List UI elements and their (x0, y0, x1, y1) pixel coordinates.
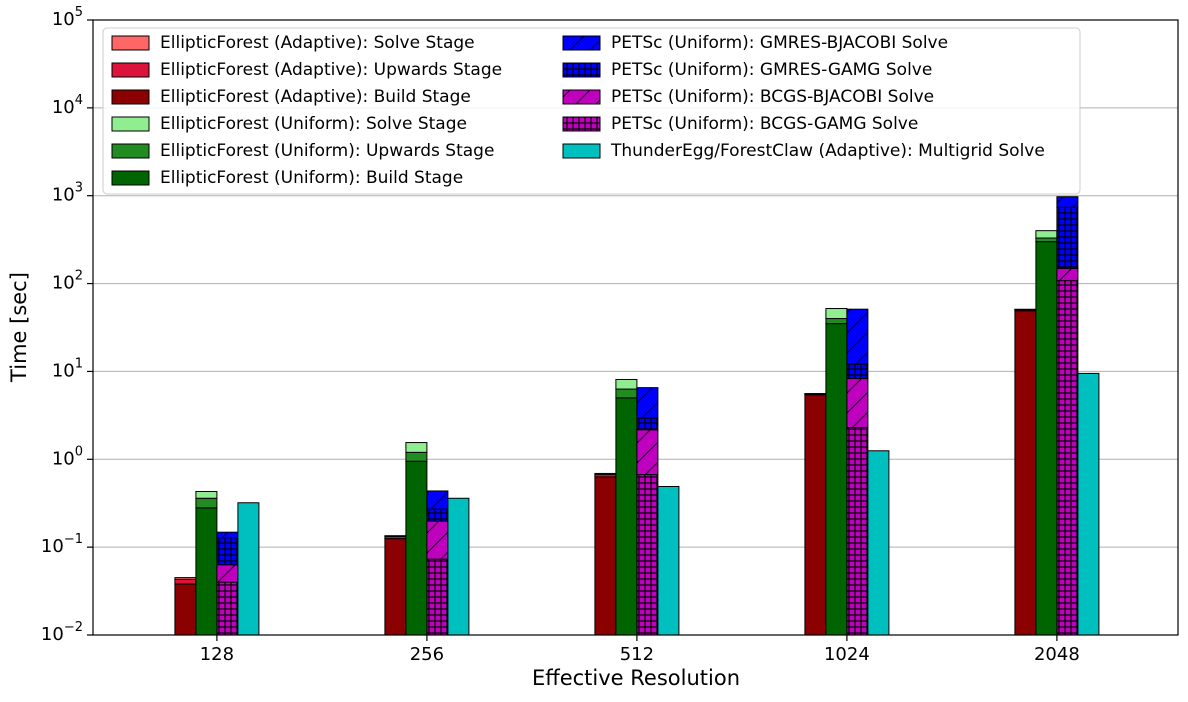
bar (1056, 267, 1079, 282)
legend-label: EllipticForest (Uniform): Build Stage (160, 168, 463, 188)
bar (174, 577, 197, 580)
legend-label: EllipticForest (Uniform): Solve Stage (160, 114, 467, 134)
bar (426, 490, 449, 510)
bar (636, 429, 659, 476)
bar (804, 394, 827, 636)
legend-swatch (111, 170, 150, 186)
bar (636, 417, 659, 431)
legend-swatch (562, 89, 601, 105)
legend-swatch (111, 143, 150, 159)
bar (594, 472, 617, 476)
bar (846, 308, 869, 365)
legend-label: EllipticForest (Uniform): Upwards Stage (160, 141, 494, 161)
bar (216, 581, 239, 636)
x-tick-label: 128 (200, 644, 234, 665)
legend-label: PETSc (Uniform): BCGS-GAMG Solve (611, 114, 918, 134)
bar (657, 486, 680, 636)
bar (405, 460, 428, 636)
legend-swatch (562, 62, 601, 78)
bar (405, 442, 428, 453)
legend-label: PETSc (Uniform): BCGS-BJACOBI Solve (611, 87, 934, 107)
y-tick-label: 105 (52, 5, 83, 31)
legend-frame (102, 27, 1081, 195)
bar (825, 323, 848, 636)
bar (1056, 196, 1079, 208)
y-tick-label: 104 (52, 92, 83, 118)
bar (1056, 206, 1079, 269)
legend-swatch (562, 35, 601, 51)
bar (426, 558, 449, 636)
legend-label: EllipticForest (Adaptive): Solve Stage (160, 33, 475, 53)
bar (174, 583, 197, 636)
bar (216, 531, 239, 539)
bar (1035, 230, 1058, 239)
x-axis-label: Effective Resolution (532, 666, 740, 690)
bar (195, 490, 218, 499)
plot-frame (92, 19, 1179, 636)
bar (405, 451, 428, 462)
legend-swatch (111, 35, 150, 51)
bar (636, 387, 659, 419)
legend-swatch (111, 116, 150, 132)
bar (867, 450, 890, 636)
legend-label: EllipticForest (Adaptive): Build Stage (160, 87, 471, 107)
bar (846, 378, 869, 429)
bar (846, 427, 869, 636)
bar (615, 397, 638, 636)
legend-swatch (111, 89, 150, 105)
legend-label: ThunderEgg/ForestClaw (Adaptive): Multig… (610, 141, 1045, 161)
bar (216, 564, 239, 583)
bar (195, 507, 218, 636)
legend-label: PETSc (Uniform): GMRES-GAMG Solve (611, 60, 932, 80)
y-tick-label: 10−2 (41, 620, 83, 646)
x-tick-label: 2048 (1034, 644, 1080, 665)
x-tick-label: 256 (410, 644, 444, 665)
y-tick-label: 100 (52, 444, 83, 470)
x-tick-label: 512 (620, 644, 654, 665)
bar (426, 508, 449, 522)
bar (237, 502, 260, 636)
bar (216, 537, 239, 566)
legend-label: PETSc (Uniform): GMRES-BJACOBI Solve (611, 33, 948, 53)
legend-swatch (562, 116, 601, 132)
x-tick-label: 1024 (824, 644, 870, 665)
y-tick-label: 10−1 (41, 532, 83, 558)
bar (615, 378, 638, 390)
bar (447, 497, 470, 636)
bar (846, 363, 869, 380)
bar (636, 474, 659, 636)
bar (1014, 310, 1037, 636)
bar (825, 308, 848, 320)
legend-swatch (562, 143, 601, 159)
bar (615, 388, 638, 399)
legend-label: EllipticForest (Adaptive): Upwards Stage (160, 60, 502, 80)
y-tick-label: 101 (52, 356, 83, 382)
bar (195, 497, 218, 509)
bar (384, 535, 407, 538)
y-tick-label: 103 (52, 180, 83, 206)
bar (594, 476, 617, 636)
bar (1077, 372, 1100, 636)
bar (1035, 241, 1058, 636)
y-tick-label: 102 (52, 268, 83, 294)
bar (825, 318, 848, 325)
bar (426, 520, 449, 560)
y-axis-label: Time [sec] (7, 272, 31, 383)
bar (1056, 280, 1079, 636)
bar (1035, 237, 1058, 243)
bar (384, 538, 407, 636)
bar (174, 578, 197, 585)
legend-swatch (111, 62, 150, 78)
